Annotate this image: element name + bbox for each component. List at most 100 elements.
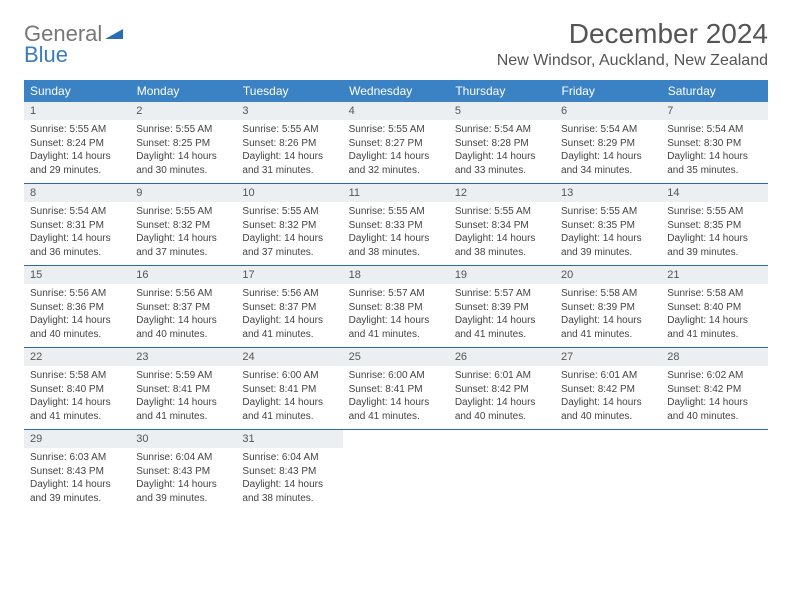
daylight-text: Daylight: 14 hours and 40 minutes.	[667, 396, 761, 423]
sunrise-text: Sunrise: 5:58 AM	[667, 287, 761, 301]
sunrise-text: Sunrise: 5:56 AM	[136, 287, 230, 301]
day-number-cell: 18	[343, 266, 449, 285]
daylight-text: Daylight: 14 hours and 36 minutes.	[30, 232, 124, 259]
sunrise-text: Sunrise: 5:55 AM	[561, 205, 655, 219]
weekday-header-row: Sunday Monday Tuesday Wednesday Thursday…	[24, 80, 768, 102]
daylight-text: Daylight: 14 hours and 40 minutes.	[30, 314, 124, 341]
sunset-text: Sunset: 8:37 PM	[242, 301, 336, 315]
day-number-cell: 12	[449, 184, 555, 203]
day-number-cell: 27	[555, 348, 661, 367]
sunset-text: Sunset: 8:29 PM	[561, 137, 655, 151]
day-number-cell: 28	[661, 348, 767, 367]
sunrise-text: Sunrise: 5:55 AM	[136, 123, 230, 137]
day-number-cell: 29	[24, 430, 130, 449]
day-number-cell: 26	[449, 348, 555, 367]
sunset-text: Sunset: 8:38 PM	[349, 301, 443, 315]
sunset-text: Sunset: 8:32 PM	[242, 219, 336, 233]
location-subtitle: New Windsor, Auckland, New Zealand	[497, 52, 768, 70]
daylight-text: Daylight: 14 hours and 41 minutes.	[242, 396, 336, 423]
day-content-cell: Sunrise: 5:55 AMSunset: 8:35 PMDaylight:…	[661, 202, 767, 266]
daylight-text: Daylight: 14 hours and 41 minutes.	[561, 314, 655, 341]
day-content-cell: Sunrise: 5:55 AMSunset: 8:26 PMDaylight:…	[236, 120, 342, 184]
sunrise-text: Sunrise: 6:01 AM	[455, 369, 549, 383]
day-number-cell	[449, 430, 555, 449]
sunrise-text: Sunrise: 5:59 AM	[136, 369, 230, 383]
day-content-row: Sunrise: 5:56 AMSunset: 8:36 PMDaylight:…	[24, 284, 768, 348]
sunset-text: Sunset: 8:28 PM	[455, 137, 549, 151]
sunset-text: Sunset: 8:31 PM	[30, 219, 124, 233]
day-content-cell: Sunrise: 5:55 AMSunset: 8:32 PMDaylight:…	[130, 202, 236, 266]
sunrise-text: Sunrise: 5:54 AM	[455, 123, 549, 137]
day-content-cell: Sunrise: 5:55 AMSunset: 8:33 PMDaylight:…	[343, 202, 449, 266]
day-content-cell: Sunrise: 5:58 AMSunset: 8:39 PMDaylight:…	[555, 284, 661, 348]
sunset-text: Sunset: 8:30 PM	[667, 137, 761, 151]
sunset-text: Sunset: 8:26 PM	[242, 137, 336, 151]
day-number-cell: 8	[24, 184, 130, 203]
day-number-cell: 24	[236, 348, 342, 367]
day-content-cell: Sunrise: 6:01 AMSunset: 8:42 PMDaylight:…	[555, 366, 661, 430]
sunrise-text: Sunrise: 5:57 AM	[455, 287, 549, 301]
daylight-text: Daylight: 14 hours and 41 minutes.	[349, 314, 443, 341]
daylight-text: Daylight: 14 hours and 38 minutes.	[349, 232, 443, 259]
sunset-text: Sunset: 8:24 PM	[30, 137, 124, 151]
day-content-row: Sunrise: 5:55 AMSunset: 8:24 PMDaylight:…	[24, 120, 768, 184]
day-content-row: Sunrise: 5:58 AMSunset: 8:40 PMDaylight:…	[24, 366, 768, 430]
daylight-text: Daylight: 14 hours and 41 minutes.	[30, 396, 124, 423]
day-content-cell: Sunrise: 5:54 AMSunset: 8:28 PMDaylight:…	[449, 120, 555, 184]
day-number-cell: 23	[130, 348, 236, 367]
day-number-cell: 25	[343, 348, 449, 367]
day-number-cell	[661, 430, 767, 449]
day-content-cell: Sunrise: 6:04 AMSunset: 8:43 PMDaylight:…	[236, 448, 342, 511]
day-number-cell: 15	[24, 266, 130, 285]
sunrise-text: Sunrise: 5:58 AM	[30, 369, 124, 383]
weekday-header: Monday	[130, 80, 236, 102]
weekday-header: Sunday	[24, 80, 130, 102]
sunset-text: Sunset: 8:34 PM	[455, 219, 549, 233]
day-content-cell: Sunrise: 6:02 AMSunset: 8:42 PMDaylight:…	[661, 366, 767, 430]
daylight-text: Daylight: 14 hours and 39 minutes.	[667, 232, 761, 259]
sunset-text: Sunset: 8:42 PM	[455, 383, 549, 397]
day-content-cell: Sunrise: 6:00 AMSunset: 8:41 PMDaylight:…	[343, 366, 449, 430]
day-content-cell	[661, 448, 767, 511]
sunrise-text: Sunrise: 5:55 AM	[349, 205, 443, 219]
daylight-text: Daylight: 14 hours and 39 minutes.	[136, 478, 230, 505]
sunrise-text: Sunrise: 6:00 AM	[349, 369, 443, 383]
sunset-text: Sunset: 8:36 PM	[30, 301, 124, 315]
day-number-cell	[343, 430, 449, 449]
month-title: December 2024	[497, 18, 768, 50]
daylight-text: Daylight: 14 hours and 37 minutes.	[136, 232, 230, 259]
day-number-cell: 22	[24, 348, 130, 367]
day-content-cell: Sunrise: 5:55 AMSunset: 8:27 PMDaylight:…	[343, 120, 449, 184]
daylight-text: Daylight: 14 hours and 32 minutes.	[349, 150, 443, 177]
sunset-text: Sunset: 8:33 PM	[349, 219, 443, 233]
title-block: December 2024 New Windsor, Auckland, New…	[497, 18, 768, 70]
daylight-text: Daylight: 14 hours and 41 minutes.	[349, 396, 443, 423]
daylight-text: Daylight: 14 hours and 41 minutes.	[455, 314, 549, 341]
logo-word2: Blue	[24, 45, 123, 66]
sunrise-text: Sunrise: 5:58 AM	[561, 287, 655, 301]
sunrise-text: Sunrise: 6:04 AM	[242, 451, 336, 465]
day-number-cell	[555, 430, 661, 449]
logo: General Blue	[24, 18, 123, 66]
calendar-page: General Blue December 2024 New Windsor, …	[0, 0, 792, 511]
day-number-row: 22232425262728	[24, 348, 768, 367]
logo-text: General Blue	[24, 24, 123, 66]
day-content-cell: Sunrise: 6:03 AMSunset: 8:43 PMDaylight:…	[24, 448, 130, 511]
daylight-text: Daylight: 14 hours and 41 minutes.	[667, 314, 761, 341]
sunrise-text: Sunrise: 5:55 AM	[30, 123, 124, 137]
sunset-text: Sunset: 8:41 PM	[349, 383, 443, 397]
day-number-row: 293031	[24, 430, 768, 449]
daylight-text: Daylight: 14 hours and 41 minutes.	[136, 396, 230, 423]
day-number-cell: 30	[130, 430, 236, 449]
day-number-cell: 19	[449, 266, 555, 285]
day-content-cell: Sunrise: 5:56 AMSunset: 8:36 PMDaylight:…	[24, 284, 130, 348]
day-number-cell: 10	[236, 184, 342, 203]
day-content-cell: Sunrise: 5:54 AMSunset: 8:30 PMDaylight:…	[661, 120, 767, 184]
sunset-text: Sunset: 8:39 PM	[455, 301, 549, 315]
day-number-cell: 16	[130, 266, 236, 285]
sunrise-text: Sunrise: 5:55 AM	[349, 123, 443, 137]
day-content-cell: Sunrise: 6:00 AMSunset: 8:41 PMDaylight:…	[236, 366, 342, 430]
day-content-cell: Sunrise: 6:04 AMSunset: 8:43 PMDaylight:…	[130, 448, 236, 511]
sunrise-text: Sunrise: 5:57 AM	[349, 287, 443, 301]
day-content-cell: Sunrise: 5:55 AMSunset: 8:32 PMDaylight:…	[236, 202, 342, 266]
